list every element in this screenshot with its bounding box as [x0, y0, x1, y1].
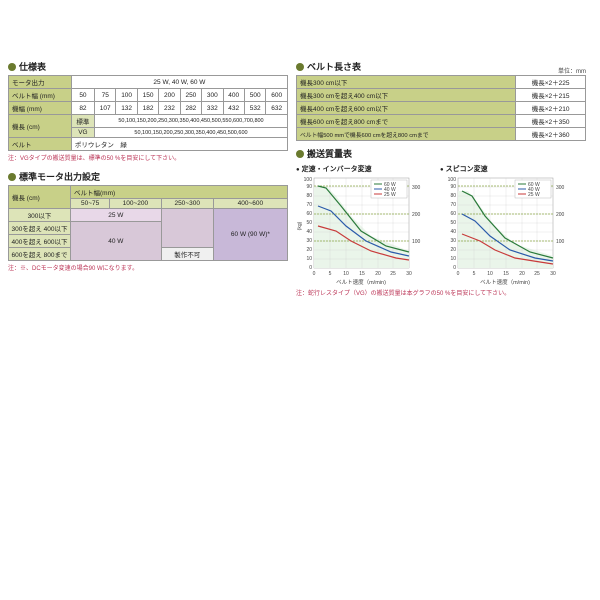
svg-text:300: 300 — [556, 185, 565, 191]
svg-text:90: 90 — [306, 184, 312, 190]
svg-text:25: 25 — [534, 271, 540, 277]
belt-table: 機長300 cm以下機長×2＋225 機長300 cmを超え400 cm以下機長… — [296, 75, 586, 141]
svg-text:10: 10 — [450, 256, 456, 262]
spec-title: 仕様表 — [8, 60, 288, 73]
svg-text:25: 25 — [390, 271, 396, 277]
svg-text:70: 70 — [306, 202, 312, 208]
svg-text:10: 10 — [306, 256, 312, 262]
svg-text:0: 0 — [457, 271, 460, 277]
svg-text:100: 100 — [412, 239, 421, 245]
svg-text:50: 50 — [450, 220, 456, 226]
svg-text:20: 20 — [450, 247, 456, 253]
svg-text:ベルト速度（m/min): ベルト速度（m/min) — [336, 278, 386, 286]
svg-text:10: 10 — [343, 271, 349, 277]
svg-text:20: 20 — [306, 247, 312, 253]
spec-table: モータ出力25 W, 40 W, 60 W ベルト幅 (mm) 50751001… — [8, 75, 288, 151]
svg-text:30: 30 — [406, 271, 412, 277]
svg-text:15: 15 — [359, 271, 365, 277]
svg-text:100: 100 — [304, 177, 313, 183]
motor-title: 標準モータ出力設定 — [8, 170, 288, 183]
svg-text:25 W: 25 W — [528, 192, 540, 198]
svg-text:20: 20 — [375, 271, 381, 277]
svg-text:0: 0 — [313, 271, 316, 277]
svg-text:200: 200 — [556, 212, 565, 218]
svg-text:200: 200 — [412, 212, 421, 218]
svg-text:80: 80 — [306, 193, 312, 199]
spec-row-motor: モータ出力 — [9, 76, 72, 89]
svg-text:10: 10 — [487, 271, 493, 277]
svg-text:20: 20 — [519, 271, 525, 277]
svg-text:ベルト速度（m/min): ベルト速度（m/min) — [480, 278, 530, 286]
svg-text:25 W: 25 W — [384, 192, 396, 198]
svg-text:40: 40 — [306, 229, 312, 235]
trans-note: 注：蛇行レスタイプ（VG）の搬送質量は本グラフの50 %を目安にして下さい。 — [296, 288, 586, 297]
motor-table: 機長 (cm)ベルト幅(mm) 50~75100~200250~300400~6… — [8, 185, 288, 261]
svg-text:300: 300 — [412, 185, 421, 191]
svg-text:5: 5 — [329, 271, 332, 277]
svg-text:60: 60 — [450, 211, 456, 217]
svg-text:40: 40 — [450, 229, 456, 235]
trans-title: 搬送質量表 — [296, 147, 586, 160]
belt-unit: 単位：mm — [558, 66, 586, 75]
chart-2-svg: 0102030405060708090100 051015202530 3002… — [440, 176, 580, 286]
svg-text:70: 70 — [450, 202, 456, 208]
svg-text:100: 100 — [556, 239, 565, 245]
spec-note: 注：VGタイプの搬送質量は、標準の50 %を目安にして下さい。 — [8, 153, 288, 162]
svg-text:50: 50 — [306, 220, 312, 226]
svg-text:100: 100 — [448, 177, 457, 183]
svg-text:80: 80 — [450, 193, 456, 199]
svg-text:30: 30 — [550, 271, 556, 277]
belt-title: ベルト長さ表 — [296, 60, 361, 73]
svg-text:90: 90 — [450, 184, 456, 190]
chart-1-svg: 0102030405060708090100 051015202530 3002… — [296, 176, 436, 286]
svg-text:60: 60 — [306, 211, 312, 217]
svg-text:15: 15 — [503, 271, 509, 277]
chart-2: スピコン変速 0102030405060708090100 0510152025… — [440, 164, 580, 286]
chart-1: 定速・インバータ変速 0102030405060708090100 051015… — [296, 164, 436, 286]
motor-note: 注：※、DCモータ変速の場合90 Wになります。 — [8, 263, 288, 272]
svg-text:(kg): (kg) — [297, 221, 303, 230]
svg-text:30: 30 — [306, 238, 312, 244]
svg-text:30: 30 — [450, 238, 456, 244]
svg-text:5: 5 — [473, 271, 476, 277]
